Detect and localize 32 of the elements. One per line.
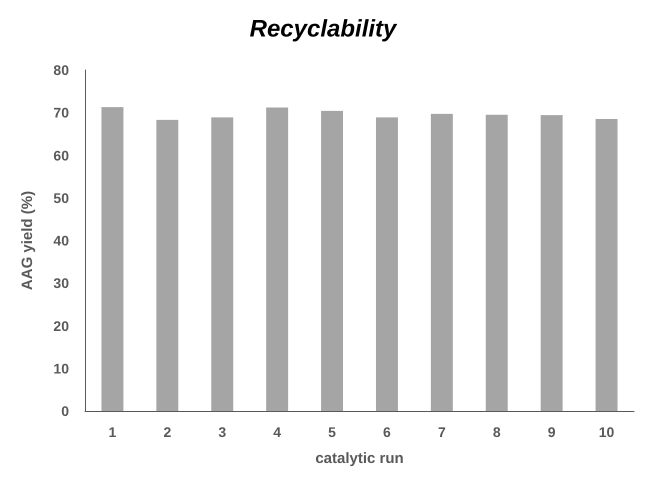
bar — [321, 110, 344, 411]
x-tick-label: 6 — [383, 424, 392, 440]
x-tick-label: 8 — [492, 424, 501, 440]
y-tick-label: 50 — [53, 190, 70, 206]
bar — [596, 119, 618, 411]
x-axis-title: catalytic run — [315, 450, 404, 467]
x-tick-label: 1 — [108, 424, 117, 440]
x-tick-label: 9 — [548, 424, 556, 440]
y-tick-label: 30 — [53, 275, 70, 292]
y-tick-label: 0 — [61, 403, 70, 419]
x-tick-label: 5 — [328, 424, 336, 440]
bar — [430, 114, 453, 411]
chart-title: Recyclability — [250, 16, 398, 42]
bar — [376, 117, 398, 411]
x-tick-label: 7 — [438, 424, 446, 440]
y-tick-label: 60 — [53, 147, 70, 164]
bar — [540, 115, 563, 411]
x-tick-label: 4 — [273, 424, 282, 440]
y-tick-label: 80 — [53, 62, 70, 78]
bar — [156, 120, 178, 411]
y-axis-title: AAG yield (%) — [19, 190, 36, 290]
bar — [211, 117, 234, 411]
bar — [486, 114, 508, 411]
x-tick-label: 2 — [163, 424, 172, 440]
x-tick-label: 10 — [598, 424, 615, 440]
x-tick-label: 3 — [218, 424, 226, 440]
bar — [266, 108, 288, 411]
bar — [101, 107, 124, 411]
y-tick-label: 10 — [53, 360, 70, 376]
y-tick-label: 70 — [53, 104, 70, 121]
y-tick-label: 40 — [53, 232, 70, 248]
y-tick-label: 20 — [53, 318, 70, 334]
